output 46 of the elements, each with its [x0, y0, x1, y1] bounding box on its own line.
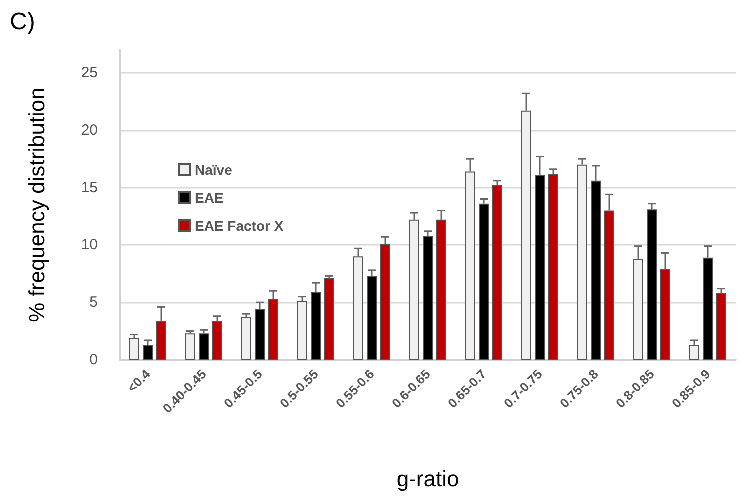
bar: [143, 345, 153, 360]
y-axis-title: % frequency distribution: [24, 88, 50, 322]
bar: [634, 258, 644, 360]
bar: [311, 292, 321, 360]
bar: [466, 172, 476, 360]
y-tick-label: 10: [81, 236, 98, 254]
y-tick-label: 20: [81, 122, 98, 139]
bar: [436, 220, 446, 360]
bar: [298, 301, 308, 360]
legend-label: EAE: [195, 190, 224, 206]
text: C): [10, 8, 36, 36]
x-tick-label: <0.4: [124, 366, 154, 396]
bar: [268, 299, 278, 360]
bar: [242, 318, 252, 360]
bar: [130, 338, 140, 360]
bar: [660, 269, 670, 360]
y-tick-label: 15: [81, 179, 98, 196]
x-axis-title: g-ratio: [396, 466, 460, 492]
bar: [324, 278, 334, 360]
bar: [578, 164, 588, 360]
bar: [604, 210, 614, 360]
bar: [156, 320, 166, 360]
legend-label: EAE Factor X: [195, 218, 284, 234]
bar: [186, 334, 196, 360]
legend-label: Naïve: [195, 162, 233, 178]
bar: [423, 236, 433, 360]
bar: [410, 220, 420, 360]
bar: [367, 276, 377, 360]
bar: [690, 345, 700, 360]
bar: [535, 175, 545, 360]
bar: [380, 244, 390, 360]
bar: [255, 309, 265, 360]
bar: [591, 180, 601, 360]
bar: [479, 204, 489, 360]
bar: [199, 334, 209, 360]
bar: [548, 174, 558, 360]
y-tick-label: 0: [90, 352, 98, 368]
y-tick-label: 5: [90, 294, 98, 312]
bar: [647, 210, 657, 360]
bar: [716, 293, 726, 360]
bar: [492, 185, 502, 360]
bar: [212, 320, 222, 360]
y-tick-label: 25: [81, 64, 98, 82]
bar: [354, 256, 364, 360]
bar: [703, 258, 713, 360]
bar: [522, 110, 532, 360]
